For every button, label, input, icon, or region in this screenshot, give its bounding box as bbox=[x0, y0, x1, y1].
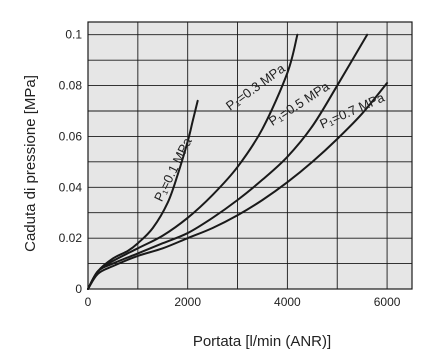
x-tick-label: 6000 bbox=[374, 295, 401, 309]
y-tick-label: 0 bbox=[75, 282, 82, 296]
x-tick-label: 2000 bbox=[174, 295, 201, 309]
x-tick-labels: 0 2000 4000 6000 bbox=[85, 295, 401, 309]
plot-frame bbox=[87, 21, 413, 290]
y-tick-label: 0.06 bbox=[59, 129, 83, 143]
curve-series-2 bbox=[87, 33, 299, 290]
curve-series-3 bbox=[87, 33, 369, 290]
y-axis-title: Caduta di pressione [MPa] bbox=[22, 75, 39, 252]
y-tick-label: 0.08 bbox=[59, 79, 83, 93]
y-tick-label: 0.04 bbox=[59, 180, 83, 194]
plot-background bbox=[88, 22, 412, 289]
curve-series-4 bbox=[87, 82, 389, 290]
curves bbox=[87, 33, 389, 290]
y-tick-labels: 0 0.02 0.04 0.06 0.08 0.1 bbox=[59, 28, 83, 296]
x-tick-label: 4000 bbox=[274, 295, 301, 309]
x-axis-title: Portata [l/min (ANR)] bbox=[193, 333, 331, 350]
y-tick-label: 0.1 bbox=[65, 28, 82, 42]
y-tick-label: 0.02 bbox=[59, 231, 83, 245]
x-tick-label: 0 bbox=[85, 295, 92, 309]
curve-series-1 bbox=[87, 99, 199, 290]
